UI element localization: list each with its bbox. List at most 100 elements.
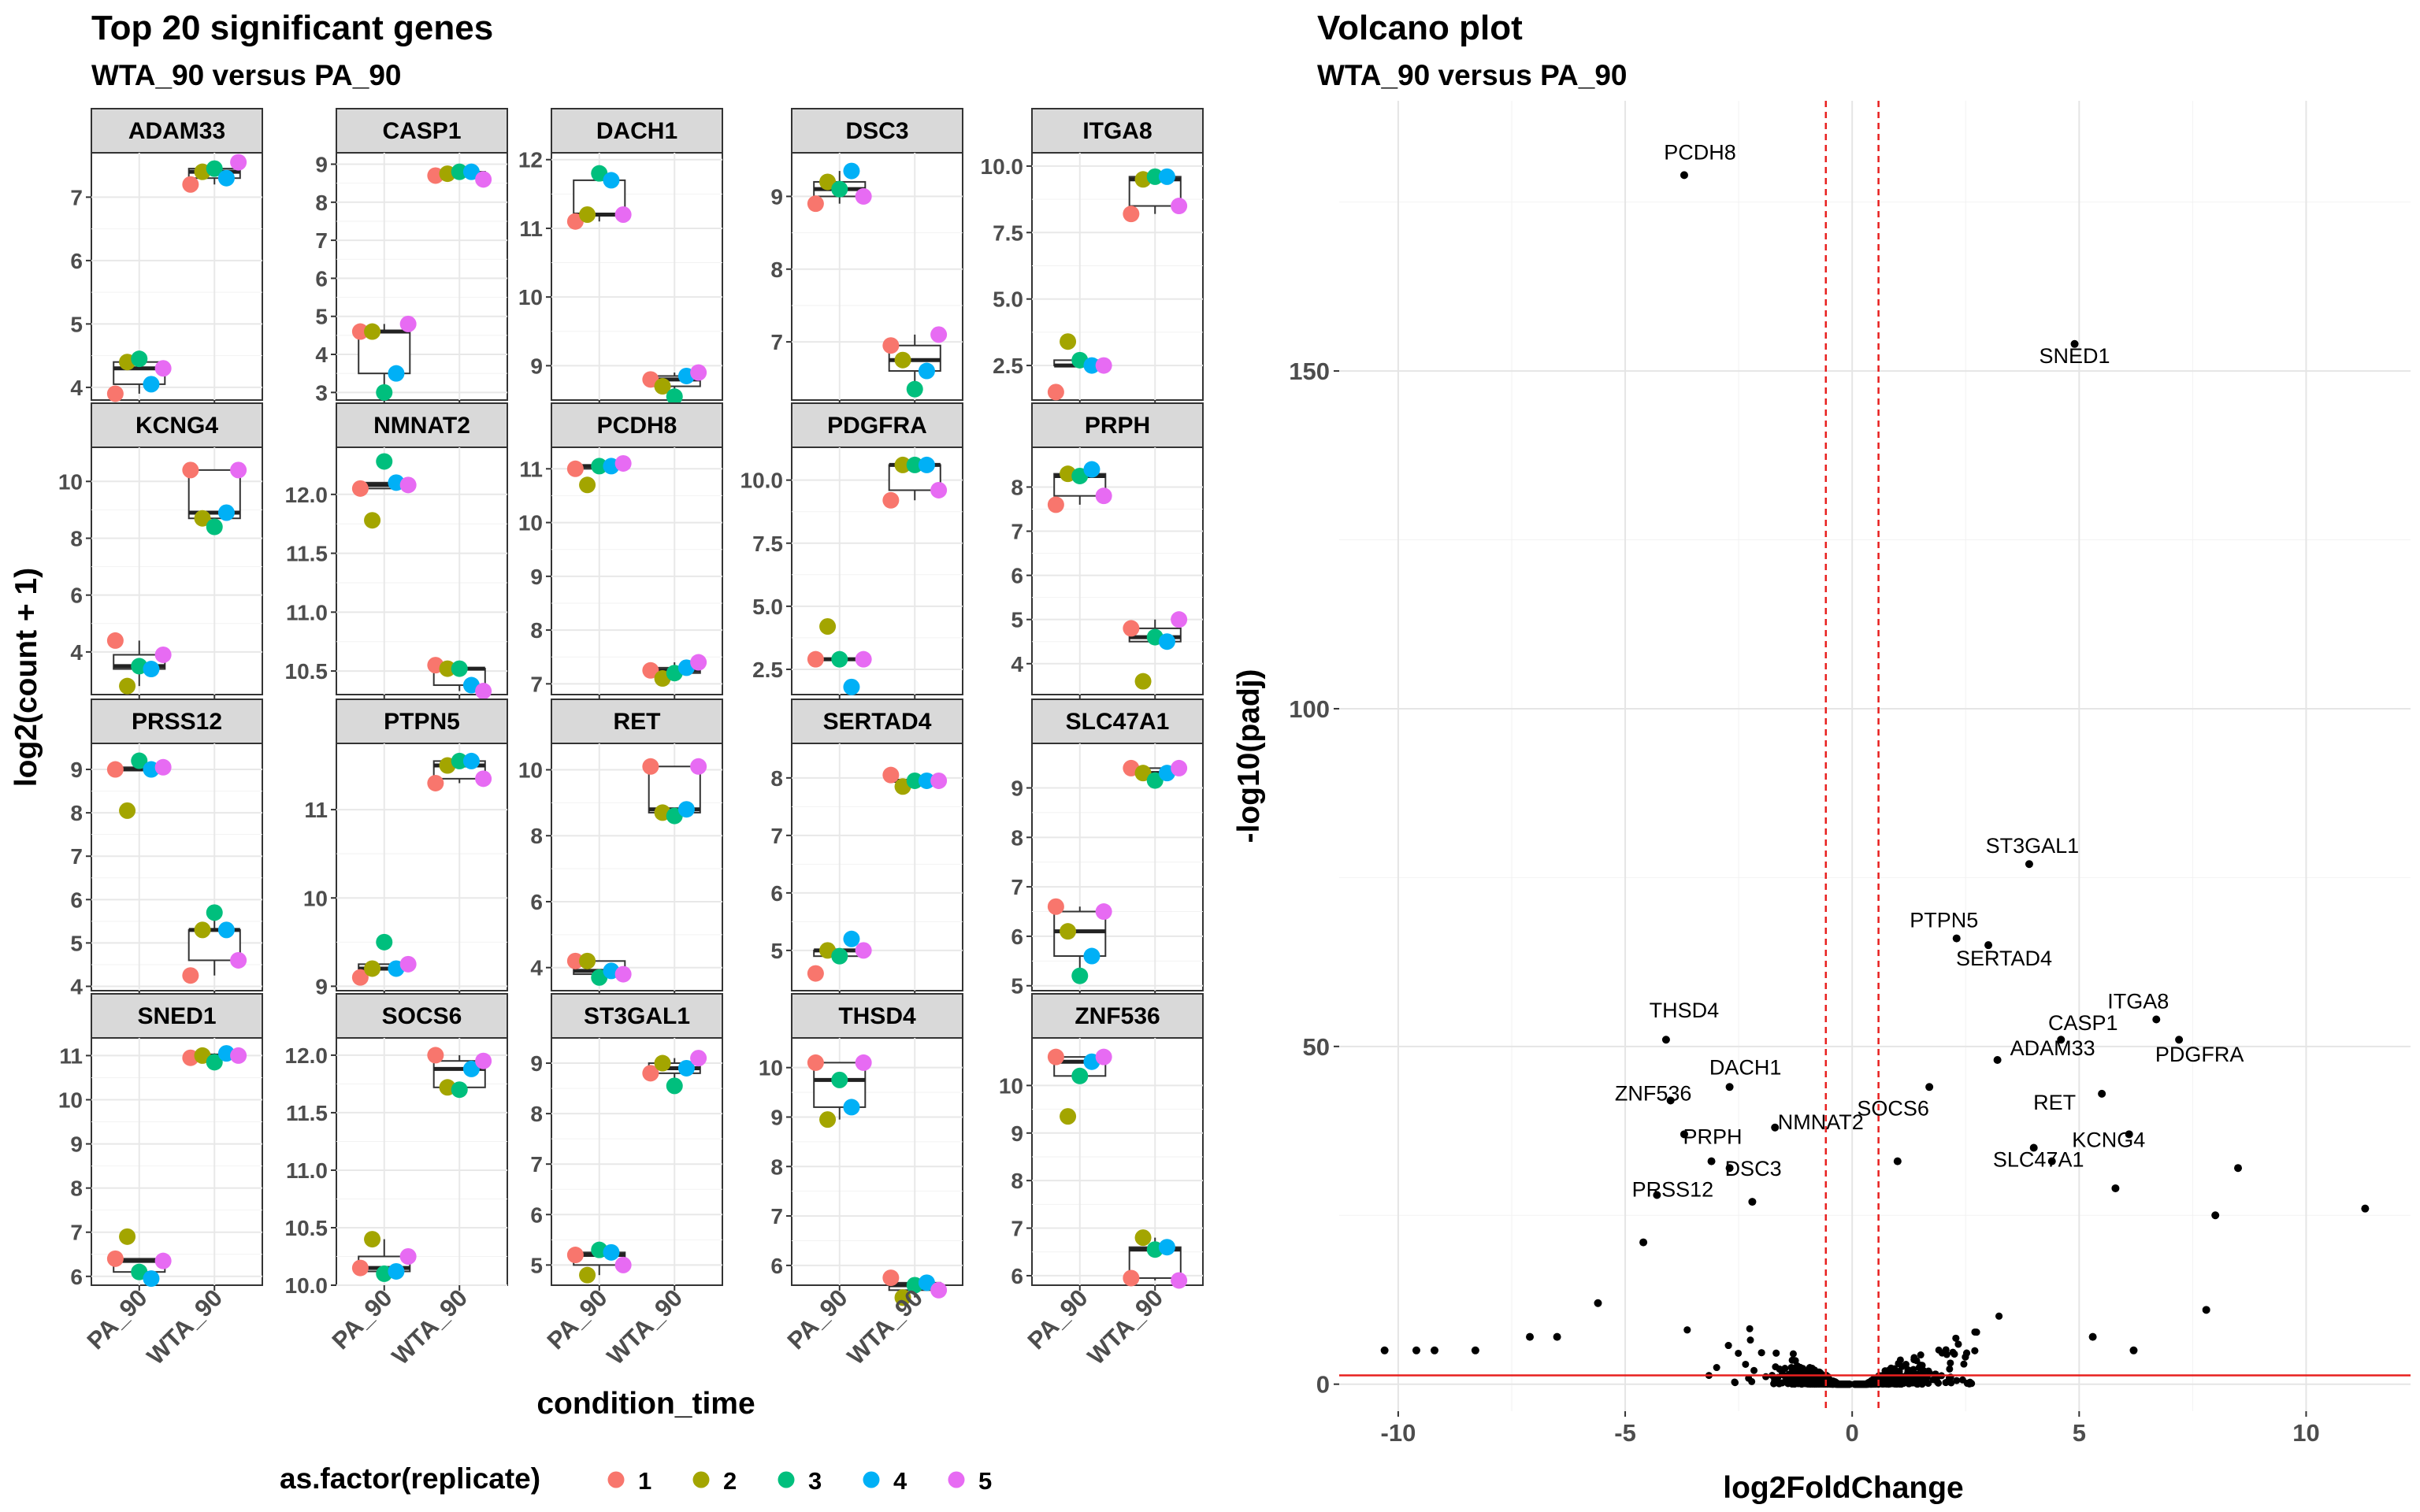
replicate-point: [1171, 611, 1188, 628]
legend-key: [778, 1471, 795, 1488]
gene-point: [1412, 1346, 1420, 1354]
y-tick-label: 8: [70, 526, 83, 550]
facet-strip: [336, 402, 508, 448]
y-tick-label: 50: [1303, 1033, 1330, 1061]
y-tick-label: 4: [70, 640, 83, 665]
facet-strip-label: THSD4: [838, 1003, 916, 1029]
facet-panel: PTPN5 9 10 11: [303, 699, 508, 999]
volcano-plot: -10 -5 0 5 10050100150PCDH8SNED1ST3GAL1PTPN5…: [1232, 101, 2411, 1505]
gene-point: [1942, 1379, 1950, 1387]
replicate-point: [154, 646, 172, 663]
replicate-point: [399, 315, 417, 332]
labeled-gene-point: [1984, 941, 1993, 950]
y-tick-label: 5: [1011, 974, 1023, 999]
y-tick-label: 8: [770, 1154, 783, 1179]
y-tick-label: 8: [530, 618, 543, 643]
gene-label: ST3GAL1: [1986, 834, 2080, 858]
gene-point: [1895, 1359, 1902, 1367]
y-tick-label: 6: [1011, 925, 1023, 949]
replicate-point: [1060, 333, 1077, 350]
replicate-point: [399, 955, 417, 973]
replicate-point: [843, 1099, 860, 1116]
replicate-point: [690, 654, 707, 671]
gene-point: [1789, 1356, 1797, 1364]
y-tick-label: 6: [530, 890, 543, 914]
gene-point: [1995, 1312, 2003, 1320]
gene-point: [1960, 1360, 1968, 1368]
facet-strip-label: ST3GAL1: [584, 1003, 690, 1029]
replicate-point: [906, 456, 923, 473]
x-tick-label: PA_90: [327, 1284, 398, 1354]
facet-panel: SLC47A1 5 6 7 8 9: [1011, 699, 1204, 999]
y-tick-label: 4: [70, 974, 83, 999]
y-tick-label: 10: [518, 758, 543, 782]
y-tick-label: 7: [70, 1221, 83, 1245]
y-tick-label: 6: [315, 266, 328, 291]
y-tick-label: 5: [1011, 608, 1023, 632]
y-tick-label: 4: [1011, 652, 1023, 676]
gene-point: [1757, 1349, 1765, 1357]
replicate-point: [807, 965, 824, 982]
facet-strip: [551, 699, 723, 744]
y-tick-label: 10: [58, 469, 83, 494]
replicate-point: [154, 360, 172, 377]
gene-point: [2202, 1306, 2210, 1314]
replicate-point: [143, 661, 160, 678]
y-tick-label: 11.5: [286, 1101, 328, 1125]
gene-point: [1707, 1157, 1716, 1166]
gene-point: [1788, 1380, 1796, 1388]
gene-point: [1735, 1349, 1743, 1357]
replicate-point: [451, 752, 468, 769]
y-tick-label: 9: [530, 1051, 543, 1076]
legend-key: [948, 1471, 965, 1488]
gene-point: [1791, 1368, 1799, 1376]
replicate-point: [364, 960, 381, 977]
legend-title: as.factor(replicate): [280, 1462, 540, 1495]
x-tick-label: PA_90: [1023, 1284, 1093, 1354]
replicate-point: [1123, 206, 1140, 223]
gene-point: [1828, 1377, 1835, 1385]
replicate-point: [930, 772, 948, 789]
facet-strip-label: ADAM33: [128, 118, 225, 144]
labeled-gene-point: [1653, 1191, 1661, 1199]
replicate-point: [614, 454, 632, 472]
replicate-point: [230, 461, 247, 479]
facet-strip-label: PRSS12: [132, 709, 222, 735]
volcano-chart-subtitle: WTA_90 versus PA_90: [1317, 59, 1628, 91]
y-tick-label: 6: [770, 881, 783, 906]
replicate-point: [843, 162, 860, 180]
facet-panel: PCDH8 7 8 9 10 11: [518, 402, 723, 700]
replicate-point: [182, 461, 199, 479]
replicate-point: [1134, 765, 1152, 782]
gene-point: [1748, 1198, 1757, 1206]
replicate-point: [427, 1047, 444, 1064]
replicate-point: [106, 385, 124, 402]
x-tick-label: 5: [2073, 1419, 2086, 1447]
gene-point: [1746, 1336, 1754, 1344]
replicate-point: [1047, 384, 1064, 401]
y-tick-label: 9: [70, 1132, 83, 1157]
facet-strip: [551, 402, 723, 448]
replicate-point: [388, 1262, 405, 1280]
y-tick-label: 150: [1289, 358, 1330, 385]
gene-point: [1809, 1368, 1817, 1376]
gene-point: [1746, 1325, 1754, 1332]
replicate-point: [154, 1252, 172, 1269]
y-tick-label: 8: [1011, 825, 1023, 850]
replicate-point: [566, 213, 584, 230]
facet-panel: KCNG4 4 6 8 10: [58, 402, 263, 700]
y-tick-label: 7: [1011, 520, 1023, 544]
left-chart-subtitle: WTA_90 versus PA_90: [91, 59, 402, 91]
replicate-point: [1047, 496, 1064, 513]
gene-label: DSC3: [1725, 1157, 1782, 1180]
gene-point: [1910, 1356, 1918, 1364]
replicate-point: [475, 1052, 492, 1069]
x-tick-label: PA_90: [542, 1284, 613, 1354]
replicate-point: [1158, 168, 1175, 185]
gene-point: [1731, 1378, 1739, 1386]
labeled-gene-point: [1993, 1055, 2002, 1064]
replicate-point: [462, 1060, 480, 1077]
replicate-point: [451, 163, 468, 180]
replicate-point: [1134, 673, 1152, 690]
